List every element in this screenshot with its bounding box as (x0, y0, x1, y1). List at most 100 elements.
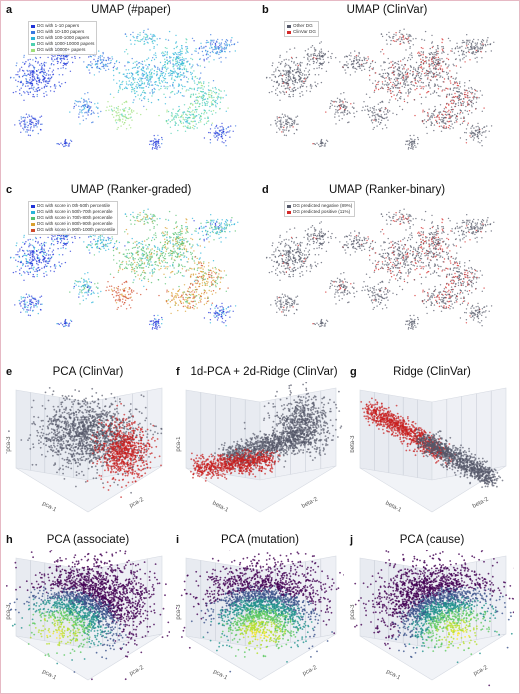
legend-item: DG predicted negative (89%) (287, 203, 352, 209)
umap-points (9, 208, 239, 330)
legend-swatch (31, 30, 35, 34)
axis-label-bottom: pca-1 (212, 669, 229, 682)
legend-text: DG with 1-10 papers (37, 23, 79, 29)
scatter3d-points (360, 397, 504, 488)
panel-title: PCA (ClinVar) (6, 366, 170, 378)
panel-label: b (262, 4, 269, 16)
legend-item: DG with 1000-10000 papers (31, 41, 94, 47)
legend-item: DG with score in 90th-100th percentile (31, 227, 115, 233)
scatter3d: pca-3 pca-1 pca-2 (6, 550, 170, 682)
legend-swatch (287, 30, 291, 34)
axis-label-bottom: pca-1 (385, 669, 402, 682)
umap-points (265, 28, 495, 150)
axis-label-right: pca-2 (129, 665, 146, 678)
axis-label-bottom: pca-1 (41, 501, 58, 514)
panel-label: a (6, 4, 12, 16)
panel-d-umap-ranker-binary: d UMAP (Ranker-binary) DG predicted nega… (262, 184, 512, 354)
legend-text: DG with 10000+ papers (37, 47, 85, 53)
legend-swatch (31, 204, 35, 208)
box-3d-frame (15, 555, 163, 681)
legend-text: DG with 10-100 papers (37, 29, 84, 35)
legend-item: DG with score in 0th-50th percentile (31, 203, 115, 209)
panel-title: PCA (associate) (6, 534, 170, 546)
legend-text: DG with score in 0th-50th percentile (37, 203, 110, 209)
legend-swatch (31, 216, 35, 220)
scatter3d: pca-1 beta-1 beta-2 (176, 382, 343, 514)
panel-label: c (6, 184, 12, 196)
legend-item: Other DG (287, 23, 316, 29)
legend: DG with score in 0th-50th percentile DG w… (28, 201, 119, 235)
legend-text: DG predicted positive (11%) (293, 209, 350, 215)
scatter3d-points (176, 550, 344, 673)
panel-a-umap-paper: a UMAP (#paper) DG with 1-10 papers DG wi… (6, 4, 256, 174)
panel-label: i (176, 534, 179, 546)
scatter3d-points (354, 550, 514, 687)
panel-h-pca-associate: h PCA (associate) pca-3 pca-1 pca-2 (6, 534, 170, 689)
panel-g-ridge-clinvar: g Ridge (ClinVar) beta-3 beta-1 beta-2 (350, 366, 514, 521)
axis-label-right: beta-2 (472, 496, 490, 510)
legend-item: DG with score in 50th-70th percentile (31, 209, 115, 215)
legend-text: DG with score in 90th-100th percentile (37, 227, 115, 233)
legend-text: ClinVar DG (293, 29, 316, 35)
umap-points (265, 208, 495, 330)
axis-label-bottom: pca-1 (41, 669, 58, 682)
axis-label-left: pca-3 (6, 436, 12, 452)
panel-label: j (350, 534, 353, 546)
scatter3d: pca-3 pca-1 pca-2 (350, 550, 514, 687)
legend: DG with 1-10 papers DG with 10-100 papers… (28, 21, 98, 55)
panel-j-pca-cause: j PCA (cause) pca-3 pca-1 pca-2 (350, 534, 514, 689)
axis-label-left: pca-3 (6, 604, 12, 620)
legend-item: DG with score in 80th-90th percentile (31, 221, 115, 227)
panel-title: PCA (mutation) (176, 534, 344, 546)
panel-label: d (262, 184, 269, 196)
scatter3d-points (6, 387, 163, 498)
axis-label-right: pca-2 (473, 665, 490, 678)
legend-swatch (31, 210, 35, 214)
panel-c-umap-ranker-graded: c UMAP (Ranker-graded) DG with score in … (6, 184, 256, 354)
panel-title: UMAP (ClinVar) (262, 4, 512, 16)
legend-item: DG with 10000+ papers (31, 47, 94, 53)
scatter3d-points (190, 382, 343, 482)
legend-item: DG with 1-10 papers (31, 23, 94, 29)
panel-title: UMAP (Ranker-graded) (6, 184, 256, 196)
scatter3d: beta-3 beta-1 beta-2 (350, 387, 507, 514)
axis-label-left: beta-3 (350, 435, 356, 453)
legend-text: DG with score in 50th-70th percentile (37, 209, 113, 215)
axis-label-right: pca-2 (302, 665, 319, 678)
legend-item: DG predicted positive (11%) (287, 209, 352, 215)
axis-label-right: pca-2 (129, 497, 146, 510)
legend-text: DG predicted negative (89%) (293, 203, 352, 209)
legend: DG predicted negative (89%) DG predicted … (284, 201, 356, 217)
legend-item: ClinVar DG (287, 29, 316, 35)
panel-label: g (350, 366, 357, 378)
legend-text: Other DG (293, 23, 313, 29)
legend-text: DG with 1000-10000 papers (37, 41, 94, 47)
axis-label-bottom: beta-1 (384, 500, 402, 514)
panel-title: UMAP (#paper) (6, 4, 256, 16)
legend-swatch (31, 48, 35, 52)
legend-swatch (287, 204, 291, 208)
legend: Other DG ClinVar DG (284, 21, 319, 37)
axis-label-bottom: beta-1 (211, 500, 229, 514)
axis-label-left: pca-3 (176, 604, 182, 620)
legend-text: DG with score in 70th-80th percentile (37, 215, 113, 221)
legend-swatch (31, 228, 35, 232)
legend-swatch (31, 36, 35, 40)
legend-item: DG with score in 70th-80th percentile (31, 215, 115, 221)
axis-label-left: pca-1 (176, 436, 182, 452)
umap-scatter (265, 28, 495, 150)
umap-scatter (9, 208, 239, 330)
panel-label: h (6, 534, 13, 546)
scatter3d-points (6, 550, 170, 681)
scatter3d: pca-3 pca-1 pca-2 (176, 550, 344, 682)
axis-label-right: beta-2 (301, 496, 319, 510)
legend-swatch (287, 24, 291, 28)
panel-label: e (6, 366, 12, 378)
legend-swatch (31, 24, 35, 28)
panel-title: 1d-PCA + 2d-Ridge (ClinVar) (184, 366, 344, 378)
legend-swatch (31, 42, 35, 46)
panel-title: Ridge (ClinVar) (350, 366, 514, 378)
panel-label: f (176, 366, 180, 378)
legend-item: DG with 100-1000 papers (31, 35, 94, 41)
scatter3d: pca-3 pca-1 pca-2 (6, 387, 163, 514)
